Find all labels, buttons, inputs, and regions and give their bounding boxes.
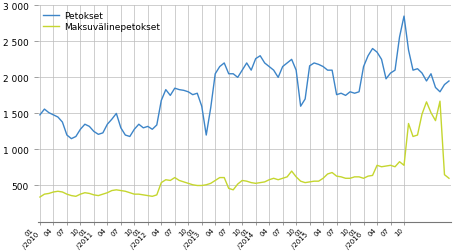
Maksuvälinepetokset [437, 100, 443, 103]
Line: Petokset: Petokset [40, 17, 449, 139]
Petokset [284, 62, 290, 65]
Petokset [401, 16, 407, 19]
Petokset [343, 94, 348, 98]
Petokset [365, 55, 371, 58]
Line: Maksuvälinepetokset: Maksuvälinepetokset [40, 102, 449, 197]
Petokset [383, 78, 389, 81]
Maksuvälinepetokset [37, 196, 43, 199]
Petokset [37, 114, 43, 117]
Maksuvälinepetokset [361, 177, 366, 180]
Maksuvälinepetokset [356, 176, 362, 179]
Maksuvälinepetokset [365, 175, 371, 178]
Maksuvälinepetokset [280, 177, 286, 180]
Petokset [361, 66, 366, 69]
Maksuvälinepetokset [446, 177, 452, 180]
Legend: Petokset, Maksuvälinepetokset: Petokset, Maksuvälinepetokset [42, 11, 161, 33]
Petokset [370, 48, 375, 51]
Maksuvälinepetokset [379, 166, 384, 169]
Maksuvälinepetokset [338, 176, 344, 179]
Petokset [446, 80, 452, 83]
Petokset [69, 138, 74, 141]
